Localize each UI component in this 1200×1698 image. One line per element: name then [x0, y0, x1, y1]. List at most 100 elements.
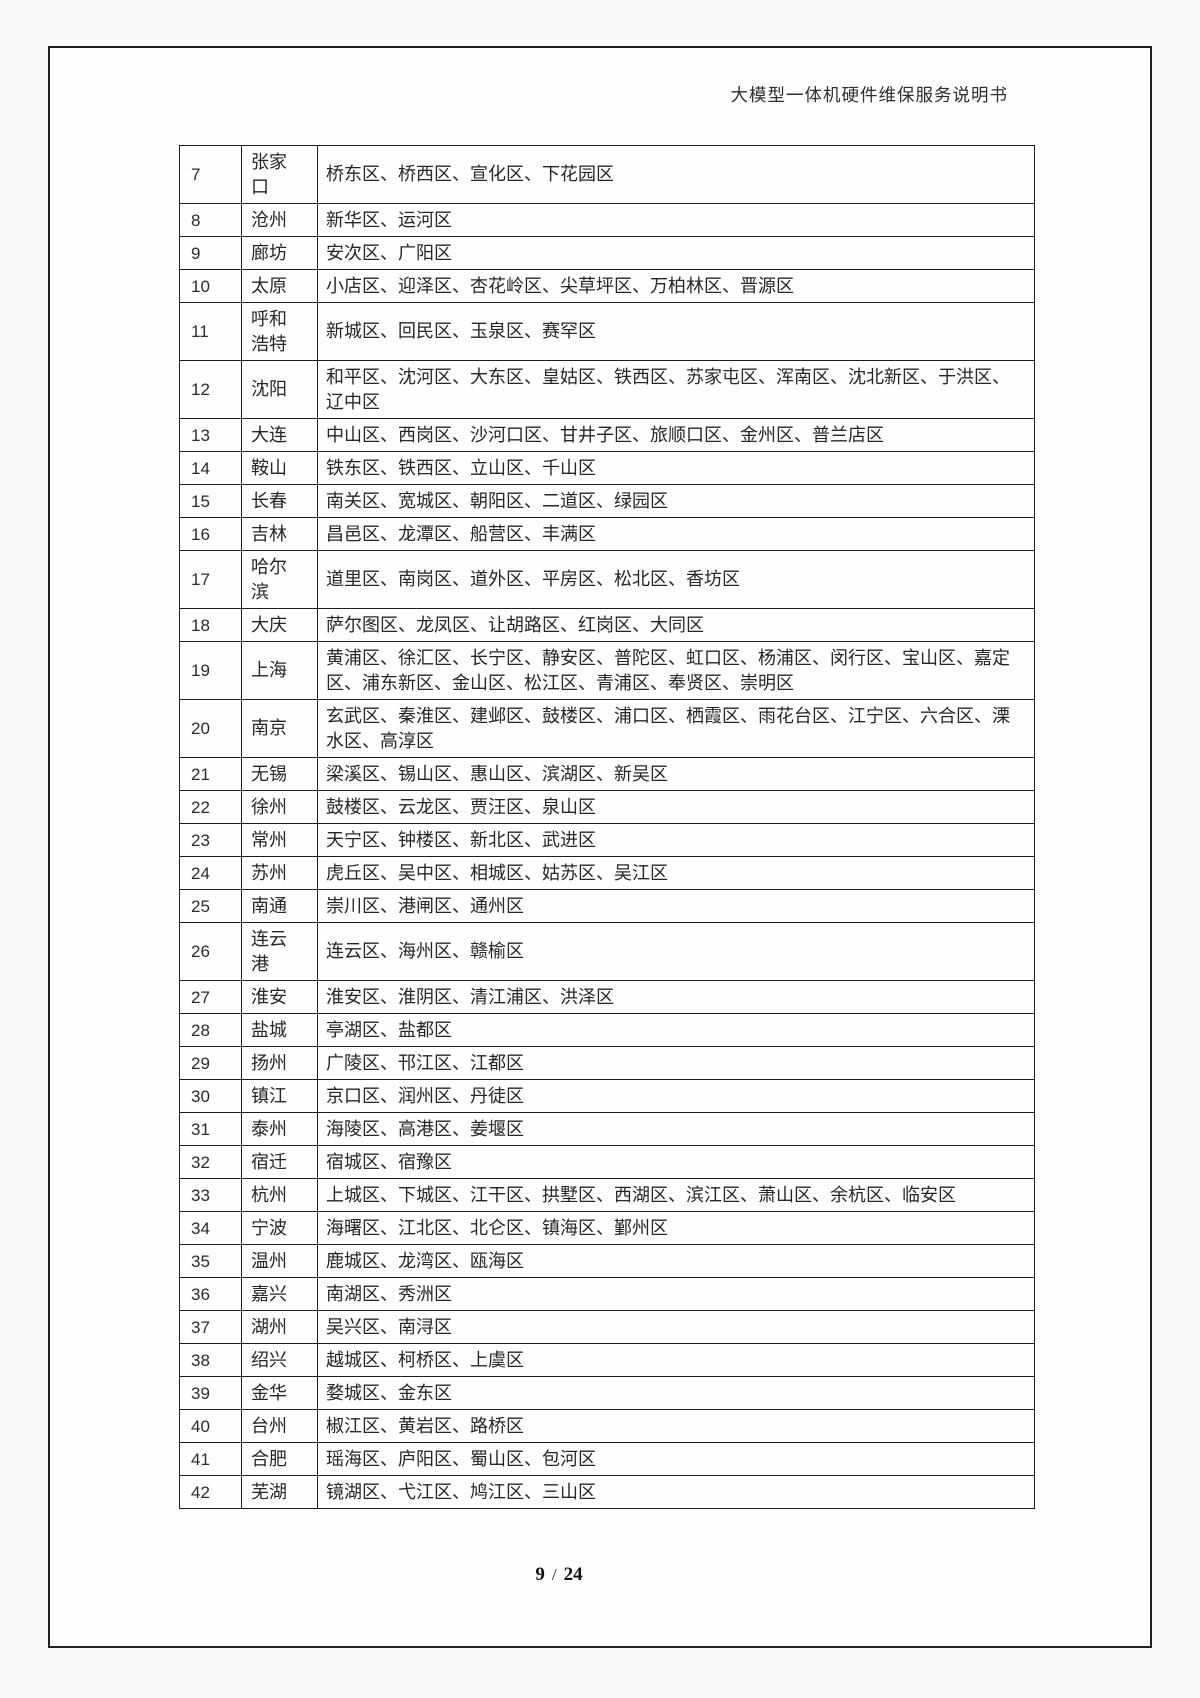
district-list: 新华区、运河区	[317, 203, 1035, 237]
district-list: 天宁区、钟楼区、新北区、武进区	[317, 823, 1035, 857]
row-number: 27	[179, 980, 242, 1014]
row-number: 34	[179, 1211, 242, 1245]
district-list: 镜湖区、弋江区、鸠江区、三山区	[317, 1475, 1035, 1509]
row-number: 18	[179, 608, 242, 642]
city-name: 大庆	[241, 608, 318, 642]
row-number: 39	[179, 1376, 242, 1410]
row-number: 22	[179, 790, 242, 824]
table-row: 42 芜湖 镜湖区、弋江区、鸠江区、三山区	[179, 1475, 1035, 1509]
table-row: 25 南通 崇川区、港闸区、通州区	[179, 889, 1035, 923]
table-row: 31 泰州 海陵区、高港区、姜堰区	[179, 1112, 1035, 1146]
table-row: 38 绍兴 越城区、柯桥区、上虞区	[179, 1343, 1035, 1377]
city-name: 杭州	[241, 1178, 318, 1212]
city-name: 鞍山	[241, 451, 318, 485]
city-name: 湖州	[241, 1310, 318, 1344]
table-row: 22 徐州 鼓楼区、云龙区、贾汪区、泉山区	[179, 790, 1035, 824]
district-list: 亭湖区、盐都区	[317, 1013, 1035, 1047]
page-border: 大模型一体机硬件维保服务说明书 7 张家口 桥东区、桥西区、宣化区、下花园区 8 沧州新…	[48, 46, 1152, 1648]
district-list: 京口区、润州区、丹徒区	[317, 1079, 1035, 1113]
row-number: 16	[179, 517, 242, 551]
district-list: 鹿城区、龙湾区、瓯海区	[317, 1244, 1035, 1278]
row-number: 19	[179, 641, 242, 700]
table-row: 23 常州 天宁区、钟楼区、新北区、武进区	[179, 823, 1035, 857]
row-number: 13	[179, 418, 242, 452]
city-name: 泰州	[241, 1112, 318, 1146]
district-list: 鼓楼区、云龙区、贾汪区、泉山区	[317, 790, 1035, 824]
row-number: 37	[179, 1310, 242, 1344]
city-name: 呼和浩特	[241, 302, 318, 361]
city-name: 南通	[241, 889, 318, 923]
current-page-number: 9	[535, 1564, 545, 1585]
row-number: 32	[179, 1145, 242, 1179]
district-list: 虎丘区、吴中区、相城区、姑苏区、吴江区	[317, 856, 1035, 890]
city-name: 常州	[241, 823, 318, 857]
city-name: 扬州	[241, 1046, 318, 1080]
table-row: 40 台州 椒江区、黄岩区、路桥区	[179, 1409, 1035, 1443]
table-row: 27 淮安 淮安区、淮阴区、清江浦区、洪泽区	[179, 980, 1035, 1014]
city-name: 台州	[241, 1409, 318, 1443]
table-row: 13 大连 中山区、西岗区、沙河口区、甘井子区、旅顺口区、金州区、普兰店区	[179, 418, 1035, 452]
header-title: 大模型一体机硬件维保服务说明书	[730, 85, 1008, 105]
district-list: 桥东区、桥西区、宣化区、下花园区	[317, 145, 1035, 204]
row-number: 42	[179, 1475, 242, 1509]
row-number: 10	[179, 269, 242, 303]
city-name: 吉林	[241, 517, 318, 551]
city-name: 大连	[241, 418, 318, 452]
table-row: 11 呼和浩特 新城区、回民区、玉泉区、赛罕区	[179, 302, 1035, 361]
district-list: 小店区、迎泽区、杏花岭区、尖草坪区、万柏林区、晋源区	[317, 269, 1035, 303]
city-name: 镇江	[241, 1079, 318, 1113]
table-row: 37 湖州 吴兴区、南浔区	[179, 1310, 1035, 1344]
table-row: 35 温州 鹿城区、龙湾区、瓯海区	[179, 1244, 1035, 1278]
table-row: 16 吉林 昌邑区、龙潭区、船营区、丰满区	[179, 517, 1035, 551]
row-number: 31	[179, 1112, 242, 1146]
district-list: 安次区、广阳区	[317, 236, 1035, 270]
table-row: 32 宿迁 宿城区、宿豫区	[179, 1145, 1035, 1179]
district-list: 宿城区、宿豫区	[317, 1145, 1035, 1179]
table-row: 9 廊坊 安次区、广阳区	[179, 236, 1035, 270]
city-name: 上海	[241, 641, 318, 700]
district-list: 淮安区、淮阴区、清江浦区、洪泽区	[317, 980, 1035, 1014]
district-list: 瑶海区、庐阳区、蜀山区、包河区	[317, 1442, 1035, 1476]
table-row: 7 张家口 桥东区、桥西区、宣化区、下花园区	[179, 145, 1035, 204]
row-number: 12	[179, 360, 242, 419]
table-row: 14 鞍山 铁东区、铁西区、立山区、千山区	[179, 451, 1035, 485]
row-number: 25	[179, 889, 242, 923]
city-name: 合肥	[241, 1442, 318, 1476]
table-row: 29 扬州 广陵区、邗江区、江都区	[179, 1046, 1035, 1080]
district-list: 崇川区、港闸区、通州区	[317, 889, 1035, 923]
district-list: 梁溪区、锡山区、惠山区、滨湖区、新吴区	[317, 757, 1035, 791]
city-name: 廊坊	[241, 236, 318, 270]
table-row: 33 杭州 上城区、下城区、江干区、拱墅区、西湖区、滨江区、萧山区、余杭区、临安区	[179, 1178, 1035, 1212]
row-number: 11	[179, 302, 242, 361]
row-number: 38	[179, 1343, 242, 1377]
district-list: 连云区、海州区、赣榆区	[317, 922, 1035, 981]
city-district-table-body: 7 张家口 桥东区、桥西区、宣化区、下花园区 8 沧州 新华区、运河区 9 廊坊 安次区、广阳区…	[179, 145, 1035, 1509]
district-list: 道里区、南岗区、道外区、平房区、松北区、香坊区	[317, 550, 1035, 609]
table-row: 28 盐城 亭湖区、盐都区	[179, 1013, 1035, 1047]
city-name: 芜湖	[241, 1475, 318, 1509]
row-number: 28	[179, 1013, 242, 1047]
page-number-separator: /	[551, 1565, 557, 1584]
city-name: 绍兴	[241, 1343, 318, 1377]
table-row: 24 苏州 虎丘区、吴中区、相城区、姑苏区、吴江区	[179, 856, 1035, 890]
table-row: 10 太原 小店区、迎泽区、杏花岭区、尖草坪区、万柏林区、晋源区	[179, 269, 1035, 303]
city-name: 淮安	[241, 980, 318, 1014]
row-number: 17	[179, 550, 242, 609]
row-number: 14	[179, 451, 242, 485]
district-list: 吴兴区、南浔区	[317, 1310, 1035, 1344]
city-name: 无锡	[241, 757, 318, 791]
city-name: 徐州	[241, 790, 318, 824]
district-list: 黄浦区、徐汇区、长宁区、静安区、普陀区、虹口区、杨浦区、闵行区、宝山区、嘉定区、…	[317, 641, 1035, 700]
table-row: 26 连云港 连云区、海州区、赣榆区	[179, 922, 1035, 981]
district-list: 越城区、柯桥区、上虞区	[317, 1343, 1035, 1377]
table-row: 18 大庆 萨尔图区、龙凤区、让胡路区、红岗区、大同区	[179, 608, 1035, 642]
city-name: 连云港	[241, 922, 318, 981]
district-list: 铁东区、铁西区、立山区、千山区	[317, 451, 1035, 485]
row-number: 20	[179, 699, 242, 758]
city-name: 哈尔滨	[241, 550, 318, 609]
row-number: 36	[179, 1277, 242, 1311]
table-row: 8 沧州 新华区、运河区	[179, 203, 1035, 237]
row-number: 30	[179, 1079, 242, 1113]
district-list: 上城区、下城区、江干区、拱墅区、西湖区、滨江区、萧山区、余杭区、临安区	[317, 1178, 1035, 1212]
row-number: 8	[179, 203, 242, 237]
